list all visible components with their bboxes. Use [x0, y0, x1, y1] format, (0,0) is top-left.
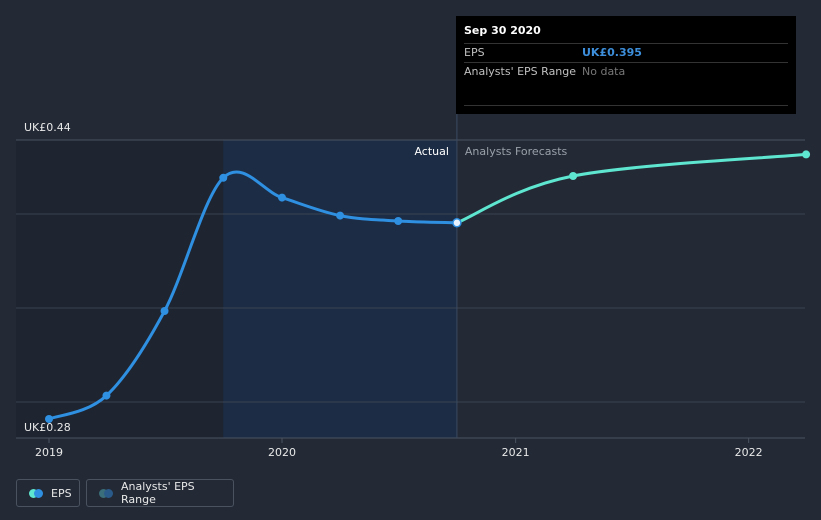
eps-actual-point[interactable] [160, 307, 169, 315]
legend-eps-label: EPS [51, 486, 72, 500]
tooltip-row-range: Analysts' EPS Range No data [464, 62, 788, 81]
forecast-region-label: Analysts Forecasts [465, 145, 568, 158]
eps-actual-point[interactable] [452, 218, 462, 228]
actual-highlight-region [223, 140, 457, 438]
x-tick-label: 2021 [502, 446, 530, 459]
x-tick-label: 2019 [35, 446, 63, 459]
x-tick-label: 2020 [268, 446, 296, 459]
eps-actual-point[interactable] [336, 211, 345, 220]
tooltip-divider [464, 105, 788, 106]
legend-range-label: Analysts' EPS Range [121, 480, 195, 506]
tooltip-date: Sep 30 2020 [464, 24, 541, 37]
eps-forecast-line [455, 152, 808, 225]
tooltip-eps-label: EPS [464, 46, 485, 59]
hover-tooltip: Sep 30 2020 EPS UK£0.395 Analysts' EPS R… [456, 16, 796, 114]
eps-actual-point[interactable] [45, 415, 53, 423]
legend-range-button[interactable]: Analysts' EPS Range [86, 479, 234, 507]
eps-forecast-point[interactable] [569, 172, 578, 180]
y-label-top: UK£0.44 [24, 121, 71, 134]
legend-eps-button[interactable]: EPS [16, 479, 80, 507]
y-label-bottom: UK£0.28 [24, 421, 71, 434]
eps-actual-point[interactable] [278, 193, 286, 202]
tooltip-range-label: Analysts' EPS Range [464, 65, 577, 78]
legend-eps-swatch [29, 488, 43, 498]
eps-actual-point[interactable] [219, 173, 228, 182]
tooltip-range-value: No data [582, 65, 626, 78]
legend-range-swatch [99, 488, 113, 498]
past-shade-region [16, 140, 224, 438]
actual-region-label: Actual [414, 145, 448, 158]
eps-forecast-point[interactable] [802, 150, 811, 159]
tooltip-eps-value: UK£0.395 [582, 46, 642, 59]
eps-actual-point[interactable] [102, 391, 111, 400]
eps-actual-point[interactable] [394, 217, 403, 225]
x-tick-label: 2022 [735, 446, 763, 459]
tooltip-row-eps: EPS UK£0.395 [464, 43, 788, 62]
